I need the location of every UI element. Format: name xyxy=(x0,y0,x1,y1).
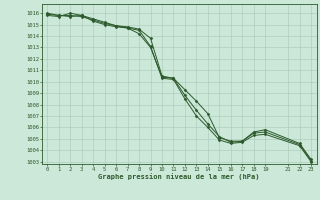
X-axis label: Graphe pression niveau de la mer (hPa): Graphe pression niveau de la mer (hPa) xyxy=(99,173,260,180)
